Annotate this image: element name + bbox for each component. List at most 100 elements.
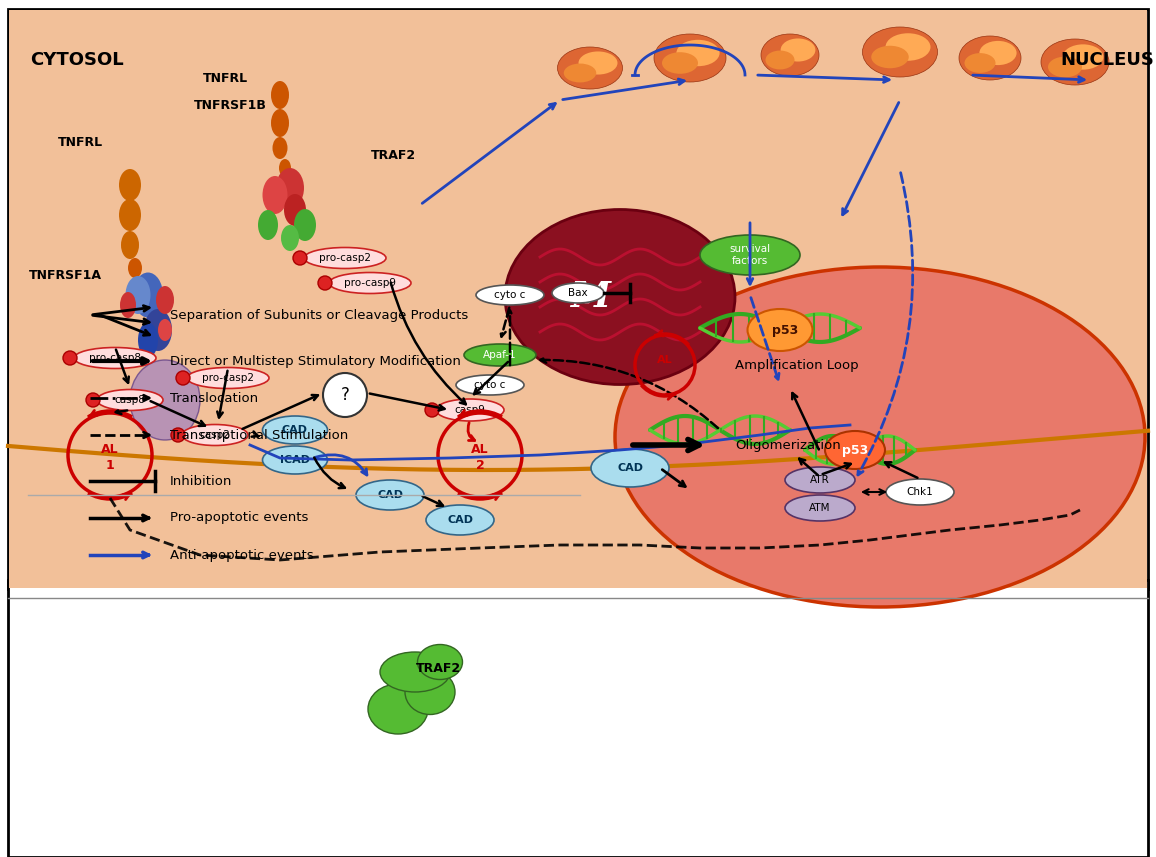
- Ellipse shape: [405, 669, 455, 715]
- Text: CYTOSOL: CYTOSOL: [30, 51, 124, 69]
- Ellipse shape: [417, 644, 462, 680]
- Ellipse shape: [765, 51, 794, 69]
- Text: pro-casp2: pro-casp2: [319, 253, 371, 263]
- Ellipse shape: [785, 495, 855, 521]
- Text: TNFRSF1B: TNFRSF1B: [193, 99, 266, 111]
- Circle shape: [171, 428, 185, 442]
- Ellipse shape: [126, 276, 150, 314]
- Text: pro-casp9: pro-casp9: [344, 278, 397, 288]
- Circle shape: [425, 403, 439, 417]
- Text: cyto c: cyto c: [474, 380, 505, 390]
- Text: Inhibition: Inhibition: [170, 475, 232, 488]
- Ellipse shape: [304, 248, 386, 268]
- Text: ?: ?: [341, 386, 349, 404]
- Ellipse shape: [591, 449, 669, 487]
- Text: survival
factors: survival factors: [729, 244, 771, 266]
- Ellipse shape: [284, 194, 306, 226]
- Ellipse shape: [615, 267, 1144, 607]
- Circle shape: [292, 251, 307, 265]
- Text: casp9: casp9: [454, 405, 486, 415]
- Ellipse shape: [294, 209, 316, 241]
- Text: CAD: CAD: [377, 490, 403, 500]
- Ellipse shape: [557, 47, 622, 89]
- Bar: [8, 580, 1148, 857]
- Text: casp2: casp2: [200, 430, 230, 440]
- Ellipse shape: [885, 479, 954, 505]
- Ellipse shape: [780, 39, 815, 62]
- Text: Apaf-1: Apaf-1: [483, 350, 517, 360]
- Ellipse shape: [119, 199, 141, 231]
- Ellipse shape: [262, 446, 327, 474]
- Text: Transcriptional Stimulation: Transcriptional Stimulation: [170, 428, 348, 441]
- Text: NUCLEUS: NUCLEUS: [1060, 51, 1154, 69]
- Ellipse shape: [701, 235, 800, 275]
- Text: M: M: [570, 280, 610, 314]
- Ellipse shape: [564, 63, 596, 82]
- Text: Bax: Bax: [569, 288, 587, 298]
- Ellipse shape: [262, 416, 327, 444]
- Text: Separation of Subunits or Cleavage Products: Separation of Subunits or Cleavage Produ…: [170, 309, 468, 321]
- Ellipse shape: [872, 45, 909, 69]
- Ellipse shape: [1062, 45, 1103, 69]
- Text: AL: AL: [102, 442, 119, 456]
- Circle shape: [323, 373, 366, 417]
- Ellipse shape: [436, 399, 504, 421]
- Text: ICAD: ICAD: [280, 455, 310, 465]
- Text: TNFRL: TNFRL: [58, 135, 103, 148]
- Text: 2: 2: [475, 458, 484, 471]
- Ellipse shape: [964, 53, 995, 73]
- Text: Anti-apoptotic events: Anti-apoptotic events: [170, 548, 313, 561]
- Ellipse shape: [1042, 39, 1109, 85]
- Ellipse shape: [121, 231, 139, 259]
- Ellipse shape: [158, 319, 172, 341]
- Bar: [8, 9, 1148, 589]
- Ellipse shape: [187, 368, 269, 388]
- Ellipse shape: [505, 209, 735, 385]
- Ellipse shape: [476, 285, 544, 305]
- Ellipse shape: [979, 41, 1016, 65]
- Text: TRAF2: TRAF2: [370, 148, 415, 161]
- Text: AL: AL: [658, 355, 673, 365]
- Ellipse shape: [761, 34, 818, 76]
- Ellipse shape: [455, 375, 524, 395]
- Text: pro-casp8: pro-casp8: [89, 353, 141, 363]
- Ellipse shape: [427, 505, 494, 535]
- Ellipse shape: [144, 309, 172, 351]
- Text: Chk1: Chk1: [906, 487, 933, 497]
- Text: CAD: CAD: [617, 463, 643, 473]
- Text: cyto c: cyto c: [495, 290, 526, 300]
- Text: Translocation: Translocation: [170, 392, 258, 405]
- Ellipse shape: [138, 322, 158, 357]
- Ellipse shape: [271, 81, 289, 109]
- Ellipse shape: [128, 258, 142, 278]
- Ellipse shape: [662, 52, 698, 74]
- Ellipse shape: [74, 347, 156, 369]
- Ellipse shape: [262, 176, 288, 214]
- Ellipse shape: [1048, 57, 1082, 77]
- Ellipse shape: [464, 344, 536, 366]
- Text: casp8: casp8: [114, 395, 146, 405]
- Ellipse shape: [271, 109, 289, 137]
- Text: pro-casp2: pro-casp2: [202, 373, 254, 383]
- Text: ATM: ATM: [809, 503, 831, 513]
- Ellipse shape: [356, 480, 424, 510]
- Text: ATR: ATR: [810, 475, 830, 485]
- Ellipse shape: [120, 292, 136, 318]
- Circle shape: [86, 393, 101, 407]
- Ellipse shape: [119, 169, 141, 201]
- Text: Oligomerization: Oligomerization: [735, 439, 840, 452]
- Text: 1: 1: [105, 458, 114, 471]
- Bar: [9, 10, 1147, 588]
- Ellipse shape: [959, 36, 1021, 80]
- Ellipse shape: [133, 273, 163, 317]
- Circle shape: [62, 351, 77, 365]
- Ellipse shape: [281, 225, 299, 251]
- Ellipse shape: [885, 33, 931, 61]
- Circle shape: [318, 276, 332, 290]
- Ellipse shape: [258, 210, 277, 240]
- Ellipse shape: [748, 309, 813, 351]
- Ellipse shape: [825, 431, 885, 469]
- Ellipse shape: [578, 51, 617, 75]
- Text: p53: p53: [842, 444, 868, 457]
- Ellipse shape: [785, 467, 855, 493]
